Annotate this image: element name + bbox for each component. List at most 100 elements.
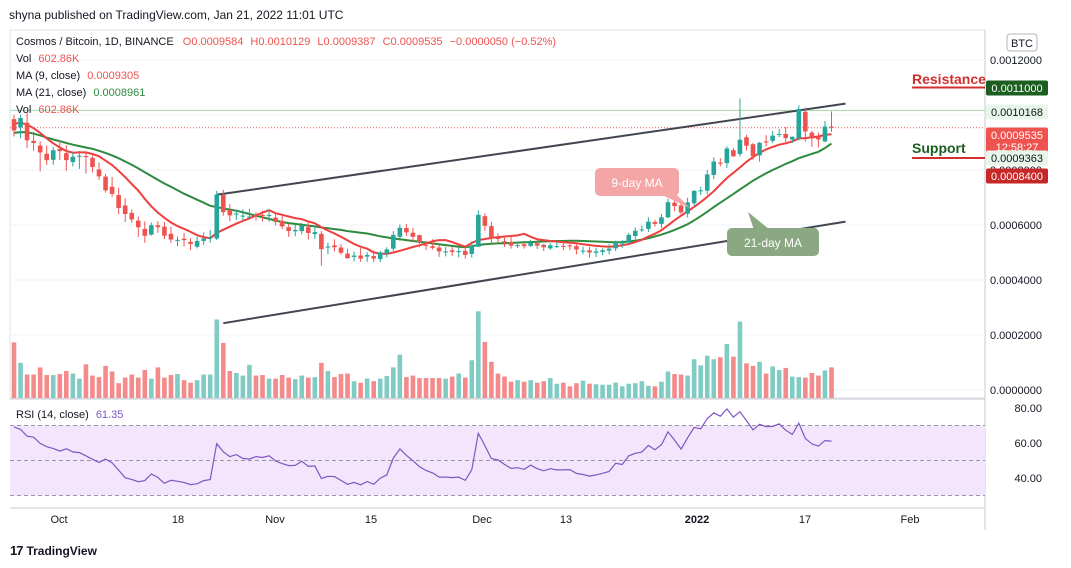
volume-bar: [796, 377, 802, 398]
candle-body: [646, 221, 651, 229]
candle-body: [116, 195, 121, 208]
candle-body: [744, 137, 749, 146]
candle-body: [639, 229, 645, 231]
price-axis-label: [986, 168, 1048, 184]
volume-bar: [214, 319, 220, 398]
candle-body: [593, 251, 599, 253]
volume-bar: [96, 377, 102, 398]
volume-bar: [325, 370, 331, 398]
candle-body: [600, 250, 605, 252]
resistance-label: Resistance: [912, 71, 986, 87]
price-tick-label: 0.0002000: [990, 330, 1042, 342]
time-tick-label: 15: [365, 514, 377, 526]
time-tick-label: 13: [560, 514, 572, 526]
candle-body: [227, 210, 233, 216]
candle-body: [528, 242, 533, 246]
candle-body: [750, 144, 756, 157]
volume-bar: [292, 379, 298, 398]
candle-body: [417, 235, 422, 243]
candle-body: [489, 226, 494, 238]
candle-body: [77, 155, 82, 157]
volume-bar: [600, 384, 605, 398]
volume-bar: [567, 386, 573, 398]
candle-body: [103, 176, 108, 191]
main-pane-border: [9, 29, 986, 399]
volume-bar: [31, 374, 36, 398]
ma21-callout-text: 21-day MA: [744, 236, 802, 250]
volume-bar: [456, 373, 462, 398]
support-label: Support: [912, 140, 966, 156]
candle-body: [201, 238, 206, 241]
candle-body: [37, 145, 43, 153]
candle-body: [718, 162, 723, 164]
volume-bar: [731, 356, 736, 398]
volume-bar: [489, 361, 494, 398]
volume-bar: [201, 374, 206, 398]
candle-body: [430, 246, 435, 248]
volume-bar: [116, 383, 121, 398]
ohlc-low: L0.0009387: [317, 36, 376, 48]
candle-body: [613, 242, 618, 249]
candle-body: [24, 122, 30, 141]
candle-body: [247, 216, 252, 218]
volume-bar: [162, 377, 167, 398]
volume-bar: [404, 377, 409, 398]
volume-bar: [90, 375, 95, 398]
volume-bar: [652, 386, 658, 398]
volume-bar: [332, 377, 337, 398]
volume-bar: [423, 378, 429, 398]
trendline: [216, 102, 846, 196]
volume-bar: [574, 383, 579, 398]
volume-bar: [449, 376, 455, 398]
volume-bar: [109, 371, 115, 398]
candle-body: [266, 215, 272, 217]
candle-body: [371, 256, 376, 259]
candle-body: [626, 234, 632, 243]
candle-body: [541, 244, 547, 248]
volume2-legend: Vol 602.86K: [16, 104, 79, 116]
volume-bar: [207, 374, 213, 398]
volume-bar: [142, 369, 148, 398]
volume-bar: [345, 373, 350, 398]
tradingview-logo[interactable]: 17 TradingView: [10, 543, 97, 558]
volume-bar: [783, 367, 789, 398]
volume-bar: [227, 370, 233, 398]
volume-bar: [482, 341, 488, 398]
time-tick-label: 18: [172, 514, 184, 526]
candle-body: [364, 254, 370, 257]
volume-bar: [234, 373, 239, 398]
candle-body: [292, 229, 298, 232]
ma21-callout: [727, 228, 819, 256]
volume-bar: [358, 382, 363, 398]
candle-body: [633, 230, 638, 236]
ma9-line: [13, 121, 832, 255]
candle-body: [50, 150, 56, 160]
candle-body: [776, 133, 782, 135]
price-axis-label: [986, 127, 1048, 154]
candle-body: [135, 220, 141, 228]
volume-bar: [77, 378, 82, 398]
volume-bar: [757, 361, 762, 398]
candle-body: [404, 228, 409, 233]
volume-bar: [770, 366, 775, 398]
time-tick-label: Nov: [265, 514, 285, 526]
volume-bar: [18, 362, 23, 398]
candle-body: [338, 247, 344, 253]
candle-body: [547, 245, 553, 249]
volume-bar: [70, 373, 76, 398]
candle-body: [96, 169, 102, 177]
volume-bar: [561, 382, 566, 398]
volume-bar: [188, 382, 193, 398]
volume-bar: [397, 354, 403, 398]
volume-bar: [122, 377, 128, 398]
volume-bar: [750, 365, 756, 398]
price-axis-label: [986, 80, 1048, 96]
volume-bar: [24, 374, 30, 398]
candle-body: [789, 136, 795, 140]
volume-bar: [528, 380, 533, 398]
candle-body: [122, 205, 128, 214]
candle-body: [299, 225, 305, 232]
volume-bar: [50, 375, 56, 398]
candle-body: [90, 157, 95, 167]
